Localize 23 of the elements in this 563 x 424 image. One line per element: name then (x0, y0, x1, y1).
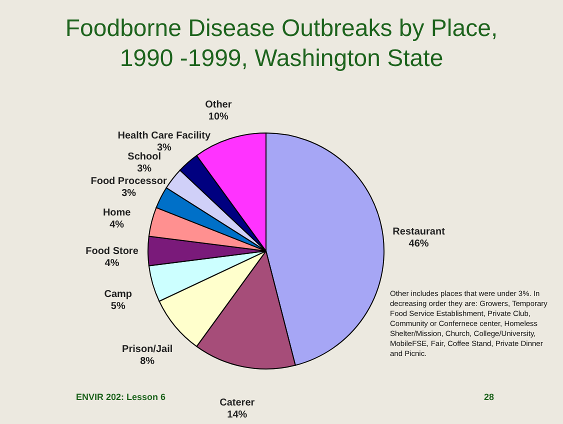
data-label: 14% (227, 409, 248, 420)
data-label: 3% (122, 188, 136, 200)
data-label: 4% (110, 220, 124, 231)
data-label: 5% (110, 300, 126, 312)
slice-label: Restaurant (392, 226, 446, 238)
data-label: 3% (156, 142, 172, 154)
slice-label: Camp (104, 288, 132, 300)
chart-title: Foodborne Disease Outbreaks by Place, 1990 -1999, Washington State (64, 14, 499, 74)
slice-label: Food Processor (90, 176, 167, 188)
data-label: 46% (408, 238, 429, 250)
slice-label: Prison/Jail (122, 344, 173, 356)
slice-label: Health Care Facility (118, 130, 212, 142)
slice-label: School (128, 152, 162, 163)
data-label: 3% (137, 164, 152, 175)
slice-label: Home (102, 208, 132, 219)
slice-label: Food Store (86, 246, 139, 257)
data-label: 4% (104, 258, 120, 269)
text: ENVIR 202: Lesson 6 (76, 392, 166, 402)
data-label: 8% (140, 356, 155, 368)
slice-label: Caterer (220, 397, 255, 408)
data-label: 10% (208, 112, 229, 123)
slice-label: Other (205, 100, 232, 111)
text: 28 (484, 392, 494, 402)
